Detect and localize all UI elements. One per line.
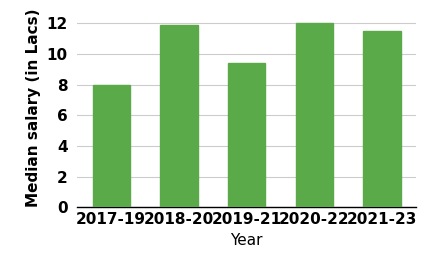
Bar [160,25,198,207]
Bar [228,63,265,207]
X-axis label: Year: Year [230,233,263,248]
Bar [363,31,401,207]
Bar [93,85,130,207]
Y-axis label: Median salary (in Lacs): Median salary (in Lacs) [26,9,41,207]
Bar [296,23,333,207]
